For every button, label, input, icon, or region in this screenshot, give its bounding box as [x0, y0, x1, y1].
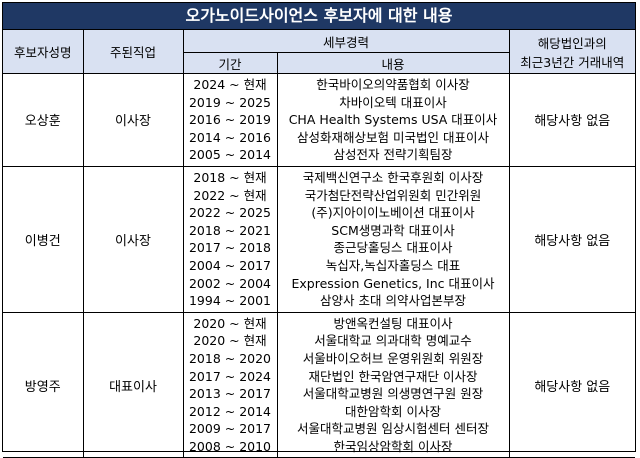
header-transactions: 해당법인과의 최근3년간 거래내역 — [508, 30, 636, 74]
career-content: CHA Health Systems USA 대표이사 — [288, 112, 498, 128]
career-period: 2022 ~ 2025 — [188, 205, 272, 221]
career-period: 2019 ~ 2025 — [188, 94, 272, 110]
career-content: 삼성화재해상보험 미국법인 대표이사 — [297, 129, 489, 145]
career-content: (주)지아이이노베이션 대표이사 — [311, 205, 475, 221]
candidate-name: 방영주 — [3, 311, 84, 458]
table-title: 오가노이드사이언스 후보자에 대한 내용 — [3, 3, 635, 30]
candidate-position: 이사장 — [82, 165, 184, 313]
career-period: 2004 ~ 2017 — [188, 257, 272, 273]
career-content: 종근당홀딩스 대표이사 — [333, 240, 453, 256]
header-content: 내용 — [276, 52, 510, 74]
career-content: 서울대학교병원 의생명연구원 원장 — [302, 386, 484, 402]
career-content: 삼양사 초대 의약사업본부장 — [320, 293, 466, 309]
career-period: 2017 ~ 2018 — [188, 240, 272, 256]
career-period: 2018 ~ 현재 — [193, 169, 267, 185]
career-period: 2014 ~ 2016 — [188, 129, 272, 145]
candidate-row: 오상훈 이사장 2024 ~ 현재 2019 ~ 2025 2016 ~ 2019 201… — [3, 73, 636, 167]
header-position: 주된직업 — [82, 30, 184, 74]
candidate-position: 이사장 — [82, 73, 184, 167]
career-period: 2009 ~ 2017 — [188, 421, 272, 437]
career-period: 2002 ~ 2004 — [188, 275, 272, 291]
career-content: 서울대학교 의과대학 명예교수 — [314, 333, 472, 349]
candidate-table: 후보자성명 주된직업 세부경력 해당법인과의 최근3년간 거래내역 기간 내용 … — [3, 30, 636, 458]
candidate-transactions: 해당사항 없음 — [508, 165, 636, 313]
career-period: 2016 ~ 2019 — [188, 112, 272, 128]
career-period: 2017 ~ 2024 — [188, 368, 272, 384]
candidate-position: 대표이사 — [82, 311, 184, 458]
career-content: 한국바이오의약품협회 이사장 — [316, 77, 470, 92]
career-content: 재단법인 한국암연구재단 이사장 — [308, 368, 478, 384]
career-content: 차바이오텍 대표이사 — [339, 94, 447, 110]
career-period: 2018 ~ 2021 — [188, 222, 272, 238]
header-period: 기간 — [183, 52, 278, 74]
career-period: 2024 ~ 현재 — [193, 77, 267, 92]
career-content: 한국임상암학회 이사장 — [333, 438, 453, 454]
career-content: 방앤옥컨설팅 대표이사 — [333, 315, 453, 331]
candidate-name: 오상훈 — [3, 73, 84, 167]
career-content: 삼성전자 전략기획팀장 — [333, 147, 453, 163]
candidate-name: 이병건 — [3, 165, 84, 313]
career-periods: 2020 ~ 현재 2020 ~ 현재 2018 ~ 2020 2017 ~ 2024… — [182, 311, 278, 458]
header-career: 세부경력 — [182, 30, 510, 53]
header-name: 후보자성명 — [3, 30, 84, 74]
career-period: 2005 ~ 2014 — [188, 147, 272, 163]
candidate-transactions: 해당사항 없음 — [508, 73, 636, 167]
career-period: 2018 ~ 2020 — [188, 350, 272, 366]
candidate-row: 이병건 이사장 2018 ~ 현재 2022 ~ 현재 2022 ~ 2025 2018 … — [3, 165, 636, 313]
career-period: 2020 ~ 현재 — [193, 315, 267, 331]
career-period: 2012 ~ 2014 — [188, 403, 272, 419]
career-period: 2020 ~ 현재 — [193, 333, 267, 349]
header-transactions-line1: 해당법인과의 — [537, 35, 607, 51]
career-content: 국가첨단전략산업위원회 민간위원 — [304, 187, 482, 203]
career-period: 1994 ~ 2001 — [188, 293, 272, 309]
career-content: SCM생명과학 대표이사 — [331, 222, 455, 238]
career-content: 대한암학회 이사장 — [345, 403, 441, 419]
career-content: 서울대학교병원 임상시험센터 센터장 — [297, 421, 489, 437]
career-content: 서울바이오허브 운영위원회 위원장 — [302, 350, 484, 366]
career-period: 2008 ~ 2010 — [188, 438, 272, 454]
career-period: 2022 ~ 현재 — [193, 187, 267, 203]
career-periods: 2018 ~ 현재 2022 ~ 현재 2022 ~ 2025 2018 ~ 2021… — [182, 165, 278, 313]
career-period: 2013 ~ 2017 — [188, 386, 272, 402]
candidate-row: 방영주 대표이사 2020 ~ 현재 2020 ~ 현재 2018 ~ 2020 2017… — [3, 311, 636, 458]
candidate-transactions: 해당사항 없음 — [508, 311, 636, 458]
career-content: 녹십자,녹십자홀딩스 대표 — [325, 257, 461, 273]
career-content: 국제백신연구소 한국후원회 이사장 — [302, 169, 484, 185]
career-content: Expression Genetics, Inc 대표이사 — [291, 275, 495, 291]
career-periods: 2024 ~ 현재 2019 ~ 2025 2016 ~ 2019 2014 ~ 20… — [182, 73, 278, 167]
header-transactions-line2: 최근3년간 거래내역 — [520, 54, 625, 70]
